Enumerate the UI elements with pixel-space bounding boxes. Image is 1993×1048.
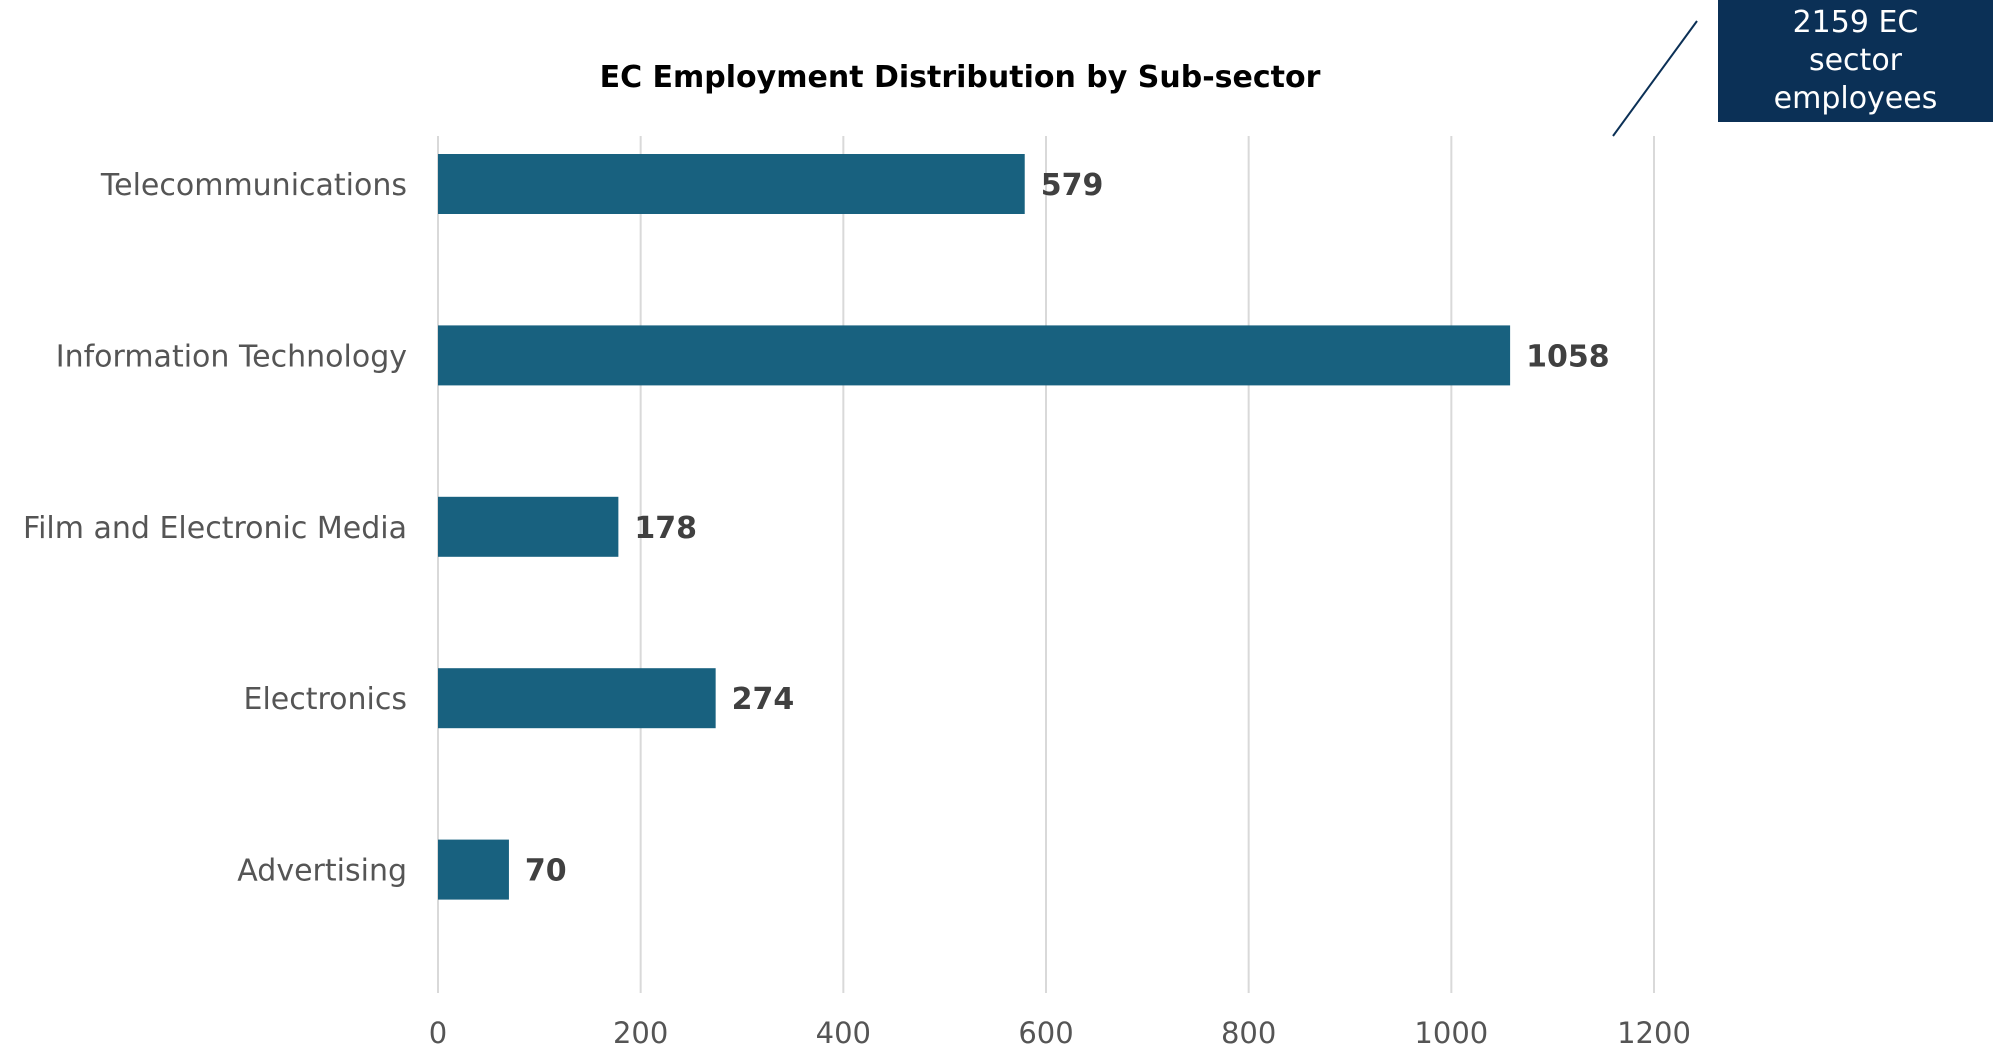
x-tick-label: 400 <box>816 1016 871 1048</box>
bar-series <box>438 154 1511 900</box>
total-employees-callout: 2159 EC sector employees <box>1718 0 1993 122</box>
data-label: 178 <box>634 511 697 546</box>
x-tick-label: 800 <box>1221 1016 1276 1048</box>
callout-line-1: 2159 EC <box>1792 5 1919 40</box>
x-tick-label: 1200 <box>1617 1016 1691 1048</box>
category-label: Advertising <box>237 854 407 889</box>
data-label: 70 <box>525 854 567 889</box>
data-label: 1058 <box>1526 339 1610 374</box>
data-labels: 579 1058 178 274 70 <box>525 168 1610 889</box>
x-tick-label: 1000 <box>1414 1016 1488 1048</box>
data-label: 274 <box>732 682 795 717</box>
bar <box>438 496 619 557</box>
bar <box>438 839 509 900</box>
x-tick-label: 200 <box>613 1016 668 1048</box>
category-label: Information Technology <box>56 339 407 374</box>
x-axis-ticks: 0 200 400 600 800 1000 1200 <box>429 1016 1691 1048</box>
category-label: Electronics <box>243 682 407 717</box>
gridlines <box>437 136 1655 993</box>
callout-leader-line <box>1612 20 1698 137</box>
category-labels: Telecommunications Information Technology… <box>23 168 407 889</box>
bar <box>438 325 1511 386</box>
data-label: 579 <box>1041 168 1104 203</box>
x-tick-label: 0 <box>429 1016 447 1048</box>
chart-title: EC Employment Distribution by Sub-sector <box>600 60 1321 95</box>
callout-line-2: sector <box>1808 43 1903 78</box>
bar <box>438 668 716 729</box>
x-tick-label: 600 <box>1018 1016 1073 1048</box>
callout-line-3: employees <box>1773 81 1938 116</box>
bar <box>438 154 1025 214</box>
category-label: Film and Electronic Media <box>23 511 407 546</box>
category-label: Telecommunications <box>100 168 407 203</box>
